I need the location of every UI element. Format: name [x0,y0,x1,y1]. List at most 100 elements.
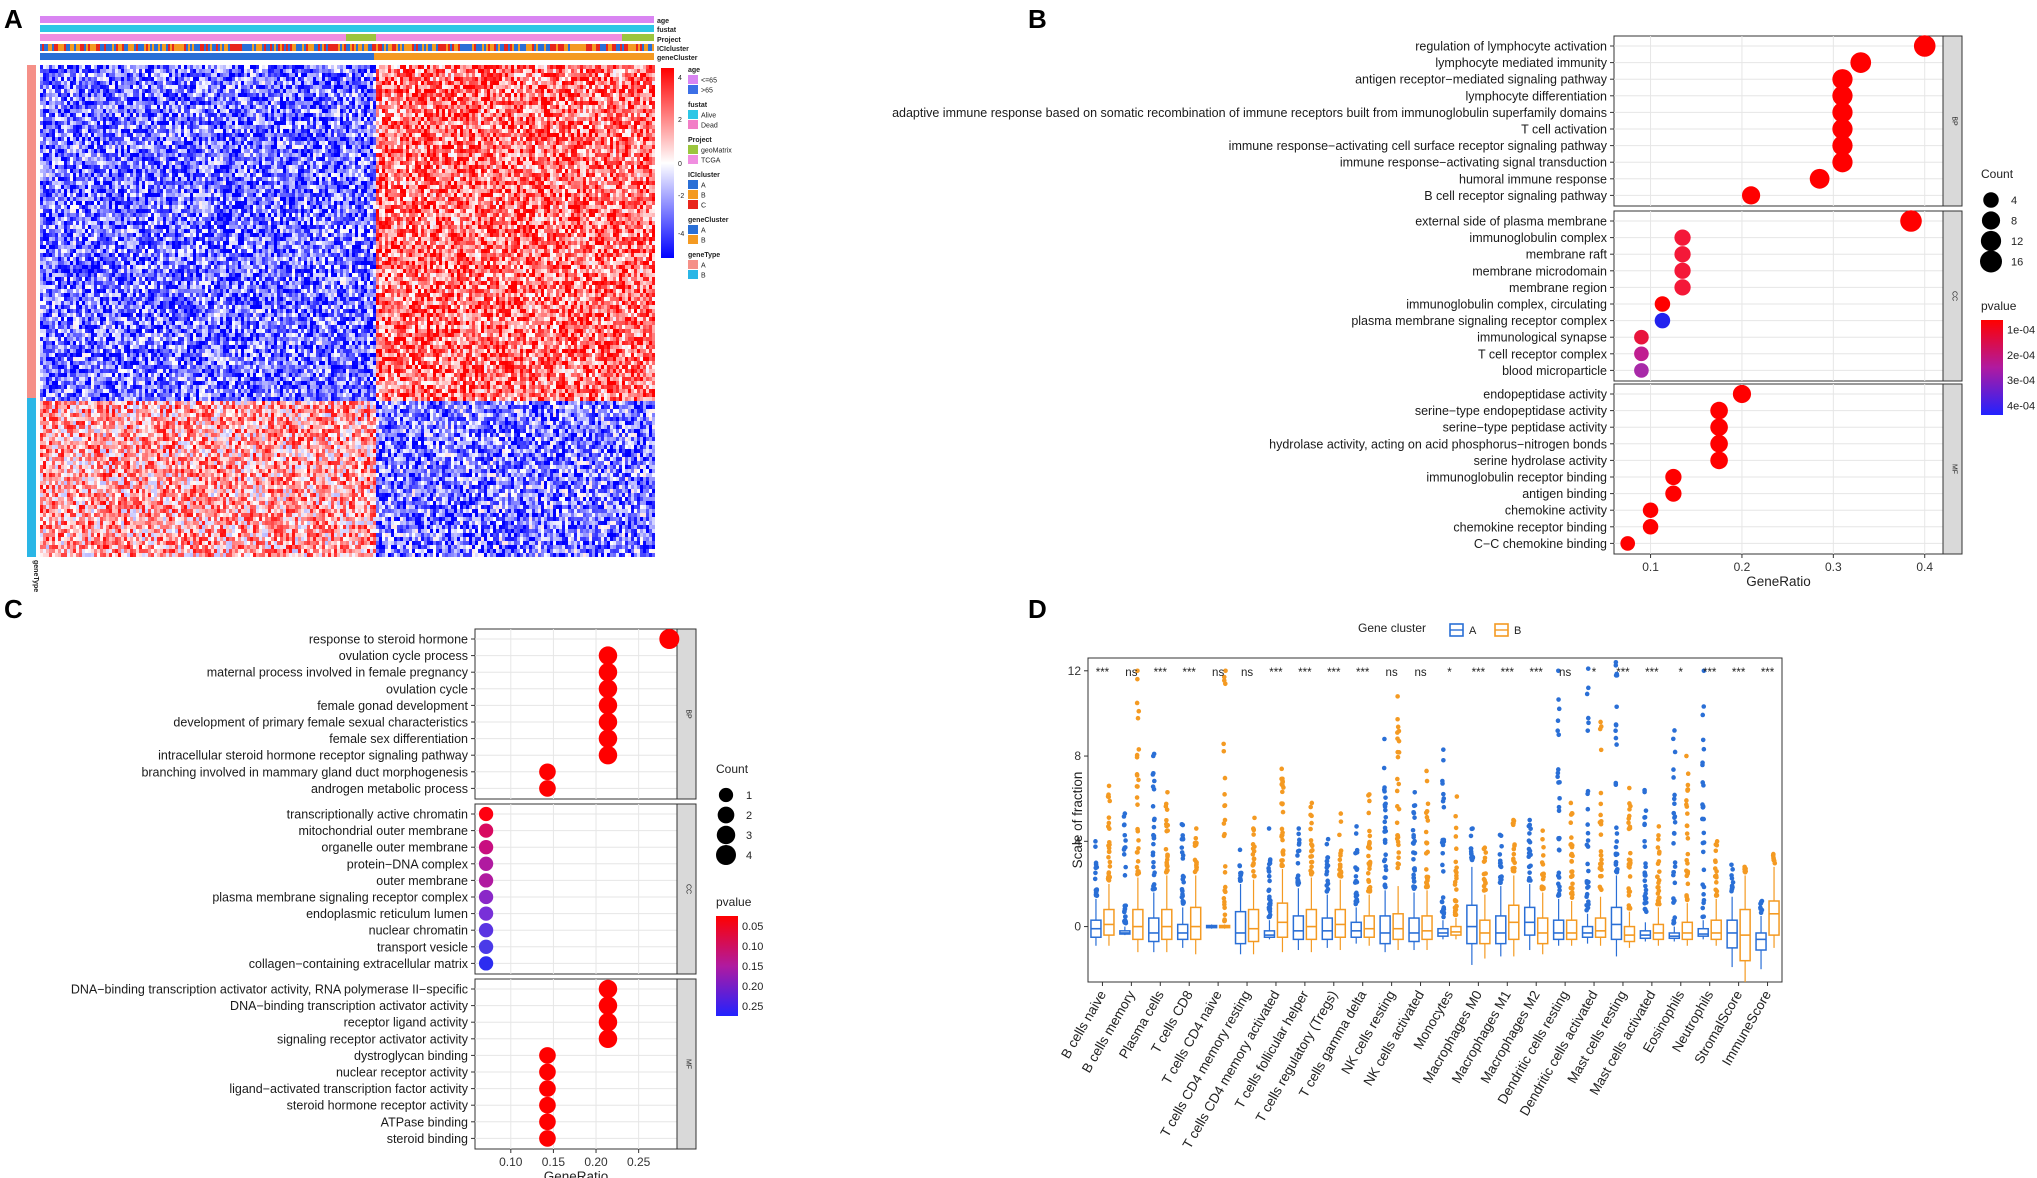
heatmap-cell [553,73,556,77]
icicluster-cell [586,44,588,51]
icicluster-cell [178,44,180,51]
heatmap-cell [457,65,460,69]
icicluster-cell [386,44,388,51]
heatmap-cell [511,65,514,69]
icicluster-cell [280,44,282,51]
heatmap-cell [220,65,223,69]
heatmap-cell [205,73,208,77]
heatmap-cell [385,69,388,73]
heatmap-cell [409,73,412,77]
heatmap-cell [634,69,637,73]
icicluster-cell [156,44,158,51]
heatmap-cell [85,69,88,73]
heatmap-cell [40,77,43,81]
heatmap-cell [265,69,268,73]
heatmap-cell [292,65,295,69]
heatmap-cell [64,73,67,77]
heatmap-cell [499,69,502,73]
heatmap-cell [400,65,403,69]
heatmap-cell [79,65,82,69]
heatmap-cell [184,73,187,77]
heatmap-cell [283,69,286,73]
icicluster-cell [560,44,562,51]
heatmap-cell [148,73,151,77]
heatmap-cell [79,69,82,73]
icicluster-cell [460,44,462,51]
heatmap-cell [652,73,655,77]
heatmap-cell [58,69,61,73]
panel-label-a: A [4,4,23,34]
heatmap-cell [622,65,625,69]
icicluster-cell [574,44,576,51]
heatmap-cell [601,73,604,77]
heatmap-cell [424,65,427,69]
heatmap-cell [196,65,199,69]
icicluster-cell [150,44,152,51]
icicluster-cell [152,44,154,51]
heatmap-cell [64,69,67,73]
heatmap-cell [163,69,166,73]
heatmap-cell [517,69,520,73]
heatmap-cell [352,65,355,69]
heatmap-cell [88,77,91,81]
heatmap-cell [442,65,445,69]
heatmap-cell [535,65,538,69]
heatmap-cell [469,73,472,77]
heatmap-cell [583,69,586,73]
heatmap-cell [355,73,358,77]
icicluster-cell [346,44,348,51]
heatmap-cell [133,73,136,77]
heatmap-cell [55,77,58,81]
heatmap-cell [127,69,130,73]
heatmap-cell [490,69,493,73]
heatmap-cell [76,73,79,77]
heatmap-cell [493,69,496,73]
heatmap-cell [190,69,193,73]
heatmap-cell [571,65,574,69]
icicluster-cell [244,44,246,51]
heatmap-cell [127,77,130,81]
icicluster-cell [398,44,400,51]
icicluster-cell [540,44,542,51]
track-label-fustat: fustat [657,27,677,34]
icicluster-cell [250,44,252,51]
icicluster-cell [190,44,192,51]
icicluster-cell [488,44,490,51]
heatmap-cell [550,69,553,73]
heatmap-cell [253,73,256,77]
icicluster-cell [480,44,482,51]
heatmap-cell [70,77,73,81]
icicluster-cell [214,44,216,51]
heatmap-cell [118,65,121,69]
heatmap-cell [217,69,220,73]
icicluster-cell [336,44,338,51]
heatmap-cell [523,69,526,73]
heatmap-cell [199,73,202,77]
heatmap-cell [328,65,331,69]
heatmap-cell [67,73,70,77]
heatmap-cell [586,65,589,69]
icicluster-cell [96,44,98,51]
icicluster-cell [380,44,382,51]
heatmap-cell [382,69,385,73]
heatmap-cell [304,73,307,77]
heatmap-cell [268,65,271,69]
icicluster-cell [430,44,432,51]
heatmap-cell [160,73,163,77]
icicluster-cell [298,44,300,51]
heatmap-cell [403,65,406,69]
icicluster-cell [384,44,386,51]
heatmap-cell [433,69,436,73]
icicluster-cell [476,44,478,51]
icicluster-cell [552,44,554,51]
icicluster-cell [98,44,100,51]
heatmap-cell [214,73,217,77]
heatmap-cell [187,69,190,73]
heatmap-cell [76,65,79,69]
heatmap-cell [163,65,166,69]
heatmap-cell [286,65,289,69]
heatmap-cell [49,65,52,69]
heatmap-cell [421,65,424,69]
heatmap-cell [175,73,178,77]
icicluster-cell [164,44,166,51]
